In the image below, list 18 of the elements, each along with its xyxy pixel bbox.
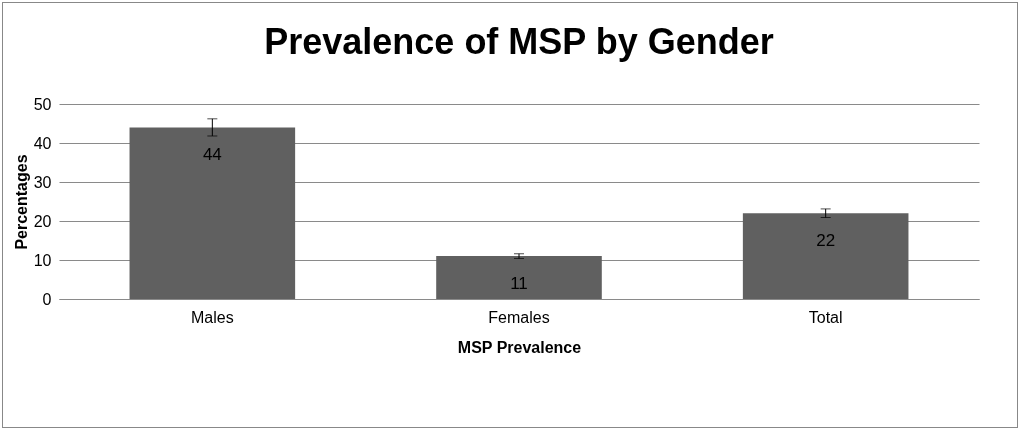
- x-tick-label: Total: [808, 308, 843, 326]
- y-tick-label: 30: [33, 173, 52, 191]
- x-axis-title: MSP Prevalence: [457, 338, 582, 356]
- data-label: 11: [510, 274, 528, 294]
- y-tick-label: 50: [33, 95, 52, 113]
- chart-title: Prevalence of MSP by Gender: [264, 21, 774, 62]
- y-tick-label: 40: [33, 134, 52, 152]
- y-axis-title: Percentages: [12, 154, 30, 250]
- bar: [742, 213, 909, 299]
- bar: [436, 256, 602, 299]
- y-tick-label: 0: [42, 290, 52, 308]
- bar: [129, 127, 296, 299]
- y-tick-label: 10: [33, 251, 52, 269]
- data-label: 44: [202, 145, 222, 165]
- x-tick-label: Males: [190, 308, 234, 326]
- data-label: 22: [816, 231, 836, 251]
- y-tick-label: 20: [33, 212, 52, 230]
- x-tick-label: Females: [488, 308, 550, 326]
